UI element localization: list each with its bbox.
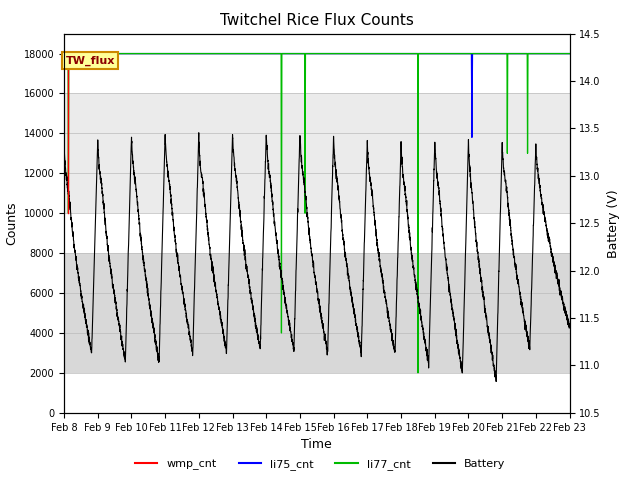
- Y-axis label: Counts: Counts: [5, 202, 18, 245]
- Bar: [64, 94, 570, 213]
- Y-axis label: Battery (V): Battery (V): [607, 189, 620, 257]
- Legend: wmp_cnt, li75_cnt, li77_cnt, Battery: wmp_cnt, li75_cnt, li77_cnt, Battery: [131, 455, 509, 474]
- X-axis label: Time: Time: [301, 438, 332, 451]
- Bar: [64, 253, 570, 373]
- Title: Twitchel Rice Flux Counts: Twitchel Rice Flux Counts: [220, 13, 413, 28]
- Text: TW_flux: TW_flux: [66, 56, 115, 66]
